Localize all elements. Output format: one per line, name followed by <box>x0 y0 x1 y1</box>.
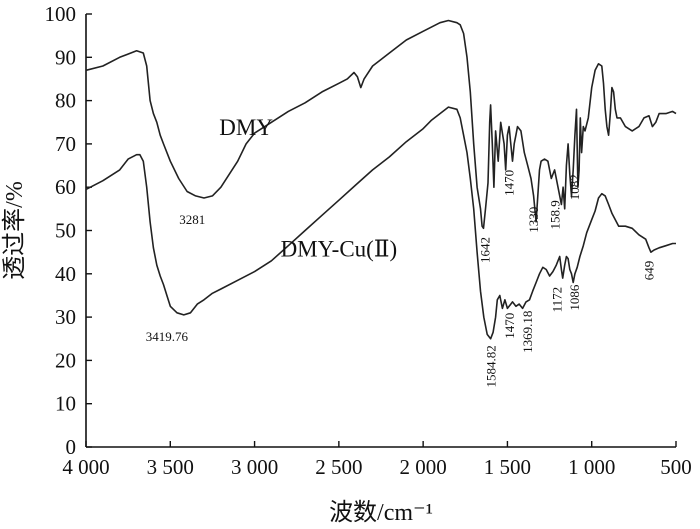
y-tick-label: 50 <box>55 219 76 243</box>
peak-label: 1584.82 <box>483 345 498 387</box>
series-line-dmy <box>85 19 677 230</box>
x-tick-label: 3 000 <box>231 455 278 479</box>
x-tick-label: 2 000 <box>400 455 447 479</box>
y-tick-label: 40 <box>55 262 76 286</box>
peak-label: 3419.76 <box>146 329 189 344</box>
peak-label: 1369.18 <box>520 311 535 353</box>
x-tick-label: 2 500 <box>315 455 362 479</box>
peak-label: 1470 <box>502 313 517 339</box>
axis-ticks: 4 000 3 500 3 000 2 500 2 000 1 500 1 000 500 0 1… <box>45 2 692 479</box>
peak-annotations: DMY DMY-Cu(Ⅱ) 3281 3419.76 1642 1470 1330 158.9… <box>146 115 657 387</box>
y-tick-label: 20 <box>55 348 76 372</box>
series-line-dmy-cu <box>85 106 676 340</box>
y-tick-label: 70 <box>55 132 76 156</box>
y-tick-label: 10 <box>55 392 76 416</box>
peak-label: 1470 <box>501 170 516 196</box>
y-tick-label: 100 <box>45 2 77 26</box>
y-axis-label: 透过率/% <box>1 181 28 280</box>
peak-label: 1082 <box>567 174 582 200</box>
y-tick-label: 80 <box>55 89 76 113</box>
x-tick-label: 4 000 <box>62 455 109 479</box>
peak-label: 3281 <box>179 212 205 227</box>
peak-label: 1172 <box>550 287 565 313</box>
y-tick-label: 30 <box>55 305 76 329</box>
y-tick-label: 60 <box>55 175 76 199</box>
x-tick-label: 1 500 <box>484 455 531 479</box>
series-label: DMY-Cu(Ⅱ) <box>281 236 398 261</box>
peak-label: 1642 <box>478 237 493 263</box>
y-tick-label: 0 <box>66 435 77 459</box>
peak-label: 158.9 <box>548 200 563 229</box>
x-tick-label: 3 500 <box>147 455 194 479</box>
peak-label: 1086 <box>567 284 582 311</box>
x-axis-label: 波数/cm⁻¹ <box>329 499 433 526</box>
peak-label: 649 <box>642 261 657 281</box>
series-lines <box>85 19 677 340</box>
series-label: DMY <box>219 115 273 140</box>
peak-label: 1330 <box>526 207 541 233</box>
y-tick-label: 90 <box>55 45 76 69</box>
x-tick-label: 1 000 <box>568 455 615 479</box>
x-tick-label: 500 <box>660 455 692 479</box>
